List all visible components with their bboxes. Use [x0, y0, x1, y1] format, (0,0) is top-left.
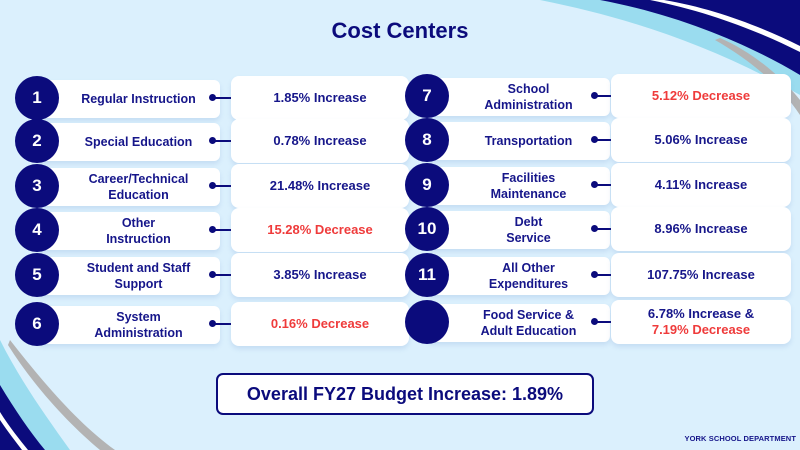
cost-center-label: Student and Staff Support: [37, 257, 220, 295]
cost-center-label: School Administration: [427, 78, 610, 116]
cost-center-value: 5.06% Increase: [611, 118, 791, 162]
cost-center-label: Facilities Maintenance: [427, 167, 610, 205]
overall-budget-summary: Overall FY27 Budget Increase: 1.89%: [216, 373, 594, 415]
cost-center-label: System Administration: [37, 306, 220, 344]
cost-center-number-badge: 9: [405, 163, 449, 207]
cost-center-value: 15.28% Decrease: [231, 208, 409, 252]
cost-center-label: Regular Instruction: [37, 80, 220, 118]
cost-center-number-badge: 1: [15, 76, 59, 120]
cost-center-label: Debt Service: [427, 211, 610, 249]
cost-center-value: 0.16% Decrease: [231, 302, 409, 346]
cost-center-number-badge: 2: [15, 119, 59, 163]
cost-center-number-badge: 6: [15, 302, 59, 346]
footer-organization: YORK SCHOOL DEPARTMENT: [684, 434, 796, 443]
cost-center-label: All Other Expenditures: [427, 257, 610, 295]
cost-center-number-badge: 11: [405, 253, 449, 297]
cost-center-value: 107.75% Increase: [611, 253, 791, 297]
cost-center-number-badge: 10: [405, 207, 449, 251]
cost-center-number-badge: 8: [405, 118, 449, 162]
cost-center-label: Other Instruction: [37, 212, 220, 250]
cost-center-label: Special Education: [37, 123, 220, 161]
cost-center-value: 21.48% Increase: [231, 164, 409, 208]
cost-center-number-badge: 5: [15, 253, 59, 297]
cost-center-value: 8.96% Increase: [611, 207, 791, 251]
cost-center-number-badge: 3: [15, 164, 59, 208]
cost-center-value: 6.78% Increase & 7.19% Decrease: [611, 300, 791, 344]
cost-center-label: Food Service & Adult Education: [427, 304, 610, 342]
page-title: Cost Centers: [331, 18, 469, 43]
cost-center-value: 5.12% Decrease: [611, 74, 791, 118]
cost-center-value: 3.85% Increase: [231, 253, 409, 297]
cost-center-number-badge: [405, 300, 449, 344]
cost-center-label: Transportation: [427, 122, 610, 160]
cost-center-value: 1.85% Increase: [231, 76, 409, 120]
cost-center-value: 0.78% Increase: [231, 119, 409, 163]
cost-center-number-badge: 4: [15, 208, 59, 252]
cost-center-value: 4.11% Increase: [611, 163, 791, 207]
cost-center-label: Career/Technical Education: [37, 168, 220, 206]
cost-center-number-badge: 7: [405, 74, 449, 118]
